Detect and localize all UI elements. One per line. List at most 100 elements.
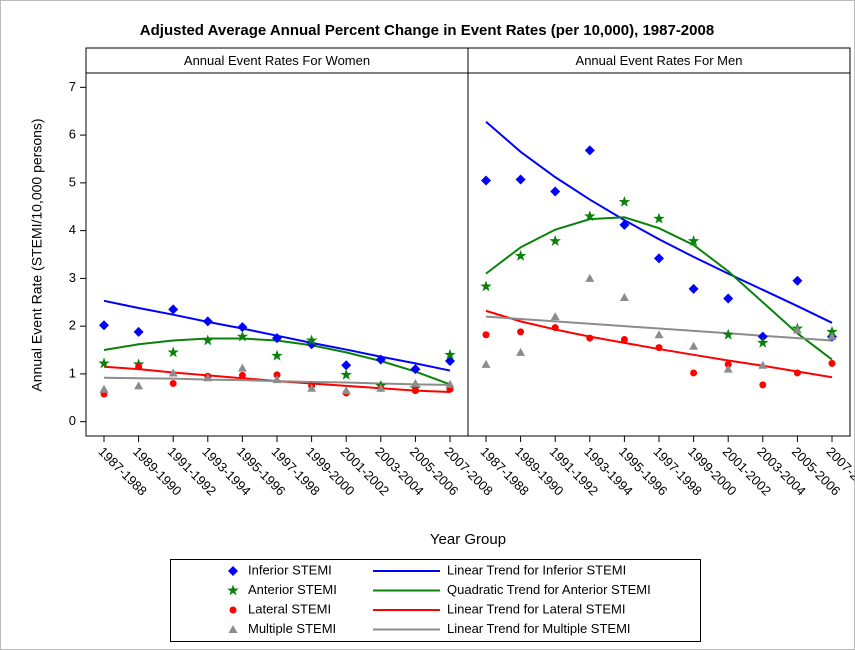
- legend-label: Inferior STEMI: [248, 562, 332, 577]
- point: [135, 363, 143, 371]
- x-axis-label: Year Group: [430, 531, 506, 548]
- legend-marker: [228, 625, 238, 633]
- point: [376, 383, 386, 392]
- point: [411, 387, 419, 395]
- point: [722, 328, 734, 340]
- panel-strip: [85, 47, 469, 74]
- point: [653, 212, 665, 224]
- legend-box: [170, 559, 701, 642]
- panel-strip: [467, 47, 851, 74]
- point: [758, 360, 768, 369]
- point: [654, 330, 664, 339]
- point: [445, 379, 455, 388]
- trend-line: [485, 120, 833, 324]
- point: [306, 339, 317, 350]
- point: [619, 292, 629, 301]
- point: [98, 357, 110, 369]
- point: [203, 373, 213, 382]
- point: [619, 219, 630, 230]
- point: [236, 330, 249, 342]
- point: [307, 383, 317, 392]
- point: [827, 332, 837, 341]
- point: [654, 253, 664, 264]
- point: [792, 275, 803, 286]
- point: [482, 331, 490, 339]
- point: [584, 210, 596, 222]
- point: [792, 325, 802, 334]
- legend-label: Multiple STEMI: [248, 621, 336, 636]
- point: [757, 336, 769, 348]
- point: [584, 145, 595, 156]
- point: [410, 364, 421, 375]
- y-tick-label: 4: [69, 222, 76, 237]
- point: [341, 386, 351, 395]
- point: [655, 344, 663, 352]
- point: [828, 359, 836, 367]
- point: [550, 312, 560, 321]
- point: [272, 375, 282, 384]
- trend-line: [485, 315, 833, 342]
- point: [410, 378, 420, 387]
- y-tick-label: 0: [69, 413, 76, 428]
- y-tick-label: 2: [69, 318, 76, 333]
- point: [586, 334, 594, 342]
- point: [169, 379, 177, 387]
- point: [134, 381, 144, 390]
- point: [549, 235, 561, 246]
- chart-title: Adjusted Average Annual Percent Change i…: [140, 22, 714, 39]
- point: [305, 334, 318, 346]
- point: [793, 369, 801, 377]
- legend-label: Linear Trend for Inferior STEMI: [447, 562, 626, 577]
- legend-marker: [227, 584, 239, 596]
- point: [238, 371, 246, 379]
- point: [551, 324, 559, 332]
- point: [133, 326, 144, 337]
- point: [516, 347, 526, 356]
- point: [585, 273, 595, 282]
- point: [273, 371, 281, 379]
- point: [341, 360, 352, 371]
- y-tick-label: 6: [69, 127, 76, 142]
- legend-label: Linear Trend for Lateral STEMI: [447, 601, 625, 616]
- point: [202, 334, 214, 346]
- point: [620, 336, 628, 344]
- point: [689, 341, 699, 350]
- point: [515, 174, 526, 185]
- legend-label: Linear Trend for Multiple STEMI: [447, 621, 631, 636]
- point: [168, 304, 179, 315]
- legend-label: Quadratic Trend for Anterior STEMI: [447, 582, 651, 597]
- legend-label: Anterior STEMI: [248, 582, 337, 597]
- point: [757, 331, 768, 342]
- point: [202, 316, 213, 327]
- point: [375, 354, 386, 365]
- point: [723, 364, 733, 373]
- point: [759, 381, 767, 389]
- legend-label: Lateral STEMI: [248, 601, 331, 616]
- point: [481, 175, 491, 186]
- y-tick-label: 7: [69, 79, 76, 94]
- point: [99, 384, 109, 393]
- point: [481, 359, 491, 368]
- trend-line: [485, 216, 833, 361]
- y-tick-label: 5: [69, 174, 76, 189]
- point: [826, 325, 838, 337]
- point: [550, 186, 561, 197]
- point: [514, 249, 527, 261]
- y-tick-label: 3: [69, 270, 76, 285]
- point: [167, 346, 179, 358]
- point: [237, 322, 248, 333]
- point: [723, 293, 734, 304]
- point: [687, 235, 700, 246]
- panel-title: Annual Event Rates For Women: [184, 53, 370, 68]
- point: [237, 363, 247, 372]
- y-axis-label: Annual Event Rate (STEMI/10,000 persons): [29, 118, 45, 391]
- point: [517, 328, 525, 336]
- point: [168, 368, 178, 377]
- point: [340, 368, 352, 380]
- point: [724, 360, 732, 368]
- point: [444, 348, 456, 360]
- point: [99, 320, 109, 331]
- legend-marker: [228, 566, 238, 576]
